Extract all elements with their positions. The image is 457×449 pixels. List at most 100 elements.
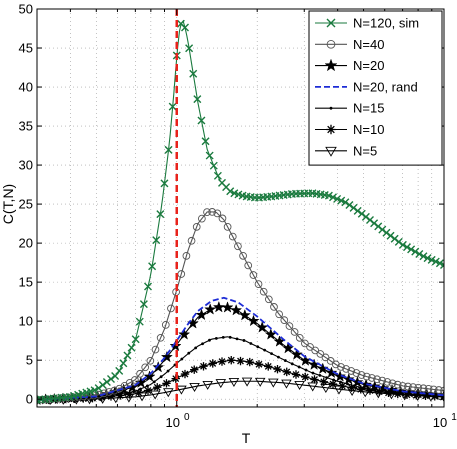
data-point bbox=[440, 260, 444, 269]
data-point bbox=[310, 375, 319, 384]
data-point bbox=[424, 385, 433, 393]
data-point bbox=[337, 363, 345, 371]
data-point bbox=[152, 380, 156, 384]
x-tick-exponent: 0 bbox=[184, 412, 190, 423]
data-point bbox=[182, 252, 191, 260]
data-point bbox=[280, 316, 289, 324]
data-point bbox=[326, 357, 335, 365]
data-point bbox=[167, 304, 175, 313]
data-point bbox=[198, 214, 206, 223]
data-point bbox=[187, 351, 191, 355]
data-point bbox=[119, 359, 128, 368]
data-point bbox=[228, 378, 240, 388]
data-point bbox=[145, 384, 149, 388]
data-point bbox=[230, 303, 243, 316]
data-point bbox=[141, 363, 150, 372]
data-point bbox=[125, 390, 134, 399]
data-point bbox=[98, 381, 107, 390]
legend-label: N=40 bbox=[353, 37, 384, 52]
data-point bbox=[295, 333, 304, 342]
data-point bbox=[223, 223, 232, 231]
axes: 0 5 10 15 20 25 30 35 40 45 50 10 0 10 1 bbox=[19, 2, 457, 431]
data-point bbox=[249, 271, 258, 279]
data-point bbox=[241, 377, 253, 387]
data-point bbox=[316, 350, 325, 358]
data-point bbox=[180, 369, 190, 379]
data-point bbox=[202, 380, 213, 390]
legend-label: N=120, sim bbox=[353, 16, 419, 31]
y-axis-label: C(T,N) bbox=[0, 184, 16, 224]
data-point bbox=[134, 388, 143, 398]
data-point bbox=[337, 196, 346, 205]
data-point bbox=[164, 145, 173, 154]
y-tick-label: 30 bbox=[19, 158, 33, 173]
data-point bbox=[388, 379, 397, 388]
data-point bbox=[195, 308, 208, 321]
y-tick-label: 0 bbox=[26, 392, 33, 407]
data-point bbox=[187, 236, 196, 245]
data-point bbox=[208, 359, 217, 368]
data-point bbox=[353, 206, 362, 215]
data-point bbox=[166, 369, 170, 373]
data-point bbox=[419, 252, 428, 261]
data-point bbox=[415, 249, 424, 258]
data-point bbox=[199, 362, 208, 371]
data-point bbox=[242, 339, 246, 342]
data-point bbox=[326, 39, 336, 49]
data-point bbox=[319, 377, 328, 386]
data-point bbox=[152, 360, 165, 373]
data-point bbox=[212, 300, 225, 313]
data-point bbox=[208, 208, 217, 216]
data-point bbox=[273, 364, 282, 374]
data-point bbox=[356, 385, 365, 394]
data-point bbox=[218, 214, 227, 223]
data-point bbox=[156, 333, 165, 342]
data-point bbox=[403, 243, 411, 252]
data-point bbox=[168, 102, 177, 111]
data-point bbox=[238, 308, 251, 321]
data-point bbox=[151, 345, 160, 354]
data-point bbox=[339, 380, 342, 384]
data-point bbox=[383, 378, 392, 386]
data-point bbox=[228, 335, 232, 339]
data-point bbox=[204, 303, 217, 315]
data-point bbox=[176, 385, 187, 395]
data-point bbox=[123, 351, 132, 360]
data-point bbox=[326, 18, 336, 28]
data-point bbox=[228, 232, 237, 241]
data-point bbox=[97, 393, 106, 402]
data-point bbox=[214, 337, 218, 340]
data-point bbox=[159, 375, 163, 379]
data-point bbox=[277, 355, 280, 359]
data-point bbox=[431, 257, 440, 266]
data-point bbox=[311, 371, 315, 375]
data-point bbox=[254, 360, 264, 369]
data-point bbox=[349, 203, 358, 212]
y-tick-label: 50 bbox=[19, 2, 33, 17]
data-point bbox=[342, 365, 350, 373]
data-point bbox=[264, 362, 273, 371]
data-point bbox=[440, 386, 444, 395]
data-point bbox=[333, 194, 342, 203]
data-point bbox=[215, 379, 227, 389]
data-point bbox=[131, 376, 139, 384]
data-point bbox=[115, 366, 124, 375]
data-point bbox=[301, 339, 309, 348]
data-point bbox=[390, 234, 399, 243]
data-point bbox=[201, 342, 204, 346]
data-point bbox=[244, 261, 253, 270]
data-point bbox=[290, 362, 294, 366]
x-tick-label: 10 bbox=[433, 415, 447, 430]
data-point bbox=[181, 23, 189, 32]
data-point bbox=[143, 386, 153, 395]
data-point bbox=[382, 228, 391, 237]
data-point bbox=[294, 381, 305, 391]
legend-label: N=15 bbox=[353, 101, 384, 116]
data-point bbox=[282, 367, 291, 377]
data-point bbox=[94, 384, 103, 393]
y-tick-label: 15 bbox=[19, 275, 33, 290]
data-point bbox=[341, 198, 350, 207]
data-point bbox=[139, 387, 142, 391]
data-point bbox=[398, 382, 407, 390]
data-point bbox=[307, 382, 318, 392]
